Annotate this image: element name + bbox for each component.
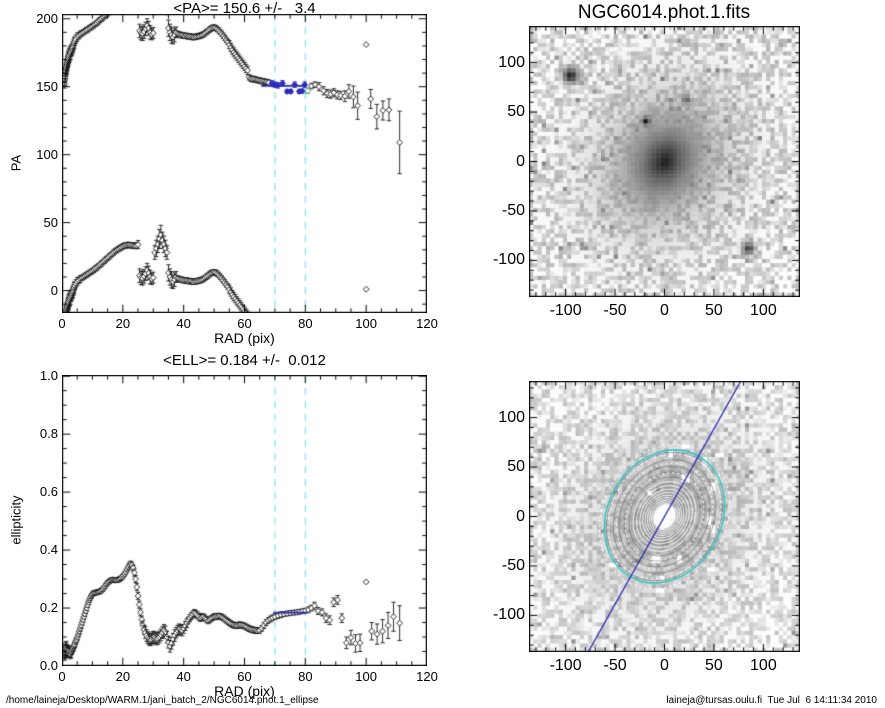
output-file-path: /home/laineja/Desktop/WARM.1/jani_batch_…: [6, 695, 319, 706]
tick-label: 50: [705, 657, 723, 674]
tick-label: 100: [355, 669, 377, 684]
tick-label: 50: [507, 103, 525, 121]
tick-label: 80: [298, 669, 313, 684]
tick-label: 0: [660, 657, 669, 674]
tick-label: 0.4: [39, 542, 58, 558]
tick-label: -50: [501, 201, 525, 219]
ell-plot-ylabel: ellipticity: [8, 495, 24, 545]
tick-label: 100: [355, 316, 377, 331]
tick-label: 100: [36, 146, 58, 162]
tick-label: 200: [36, 10, 58, 26]
tick-label: -50: [603, 657, 627, 674]
ell-plot-xlabel: RAD (pix): [214, 683, 275, 699]
galaxy-image-canvas: [529, 26, 800, 297]
tick-label: 120: [416, 316, 438, 331]
tick-label: 50: [43, 214, 58, 230]
tick-label: 0: [516, 152, 525, 170]
tick-label: -100: [549, 302, 582, 319]
tick-label: 0.0: [39, 658, 58, 673]
tick-label: 40: [176, 316, 191, 331]
tick-label: 100: [750, 302, 777, 319]
tick-label: 1.0: [39, 368, 58, 384]
tick-label: 60: [237, 669, 252, 684]
tick-label: 0: [516, 507, 525, 525]
tick-label: 60: [237, 316, 252, 331]
tick-label: 150: [36, 78, 58, 94]
pa-plot-title: <PA>= 150.6 +/- 3.4: [173, 0, 316, 17]
tick-label: 0: [660, 302, 669, 319]
tick-label: -100: [492, 606, 525, 624]
tick-label: -50: [603, 302, 627, 319]
tick-label: 100: [498, 408, 525, 426]
fits-image-title: NGC6014.phot.1.fits: [577, 2, 751, 23]
tick-label: 40: [176, 669, 191, 684]
tick-label: 20: [115, 669, 131, 684]
tick-label: 50: [507, 458, 525, 476]
tick-label: -100: [549, 657, 582, 674]
tick-label: 120: [416, 669, 438, 684]
pa-plot-xlabel: RAD (pix): [214, 330, 275, 346]
tick-label: -50: [501, 556, 525, 574]
user-host-timestamp: laineja@tursas.oulu.fi Tue Jul 6 14:11:3…: [666, 695, 877, 706]
ell-plot-canvas: [62, 375, 427, 666]
tick-label: 0: [50, 282, 58, 298]
tick-label: 0: [58, 669, 66, 684]
tick-label: 0.8: [39, 426, 58, 442]
tick-label: 0.2: [39, 600, 58, 616]
pa-plot-canvas: [62, 14, 427, 313]
tick-label: 20: [115, 316, 131, 331]
tick-label: 100: [750, 657, 777, 674]
tick-label: 50: [705, 302, 723, 319]
tick-label: 100: [498, 53, 525, 71]
ell-plot-title: <ELL>= 0.184 +/- 0.012: [163, 352, 326, 369]
tick-label: 0.6: [39, 484, 58, 500]
tick-label: -100: [492, 251, 525, 269]
tick-label: 80: [298, 316, 313, 331]
tick-label: 0: [58, 316, 66, 331]
ellipse-overlay-image-canvas: [529, 381, 800, 652]
